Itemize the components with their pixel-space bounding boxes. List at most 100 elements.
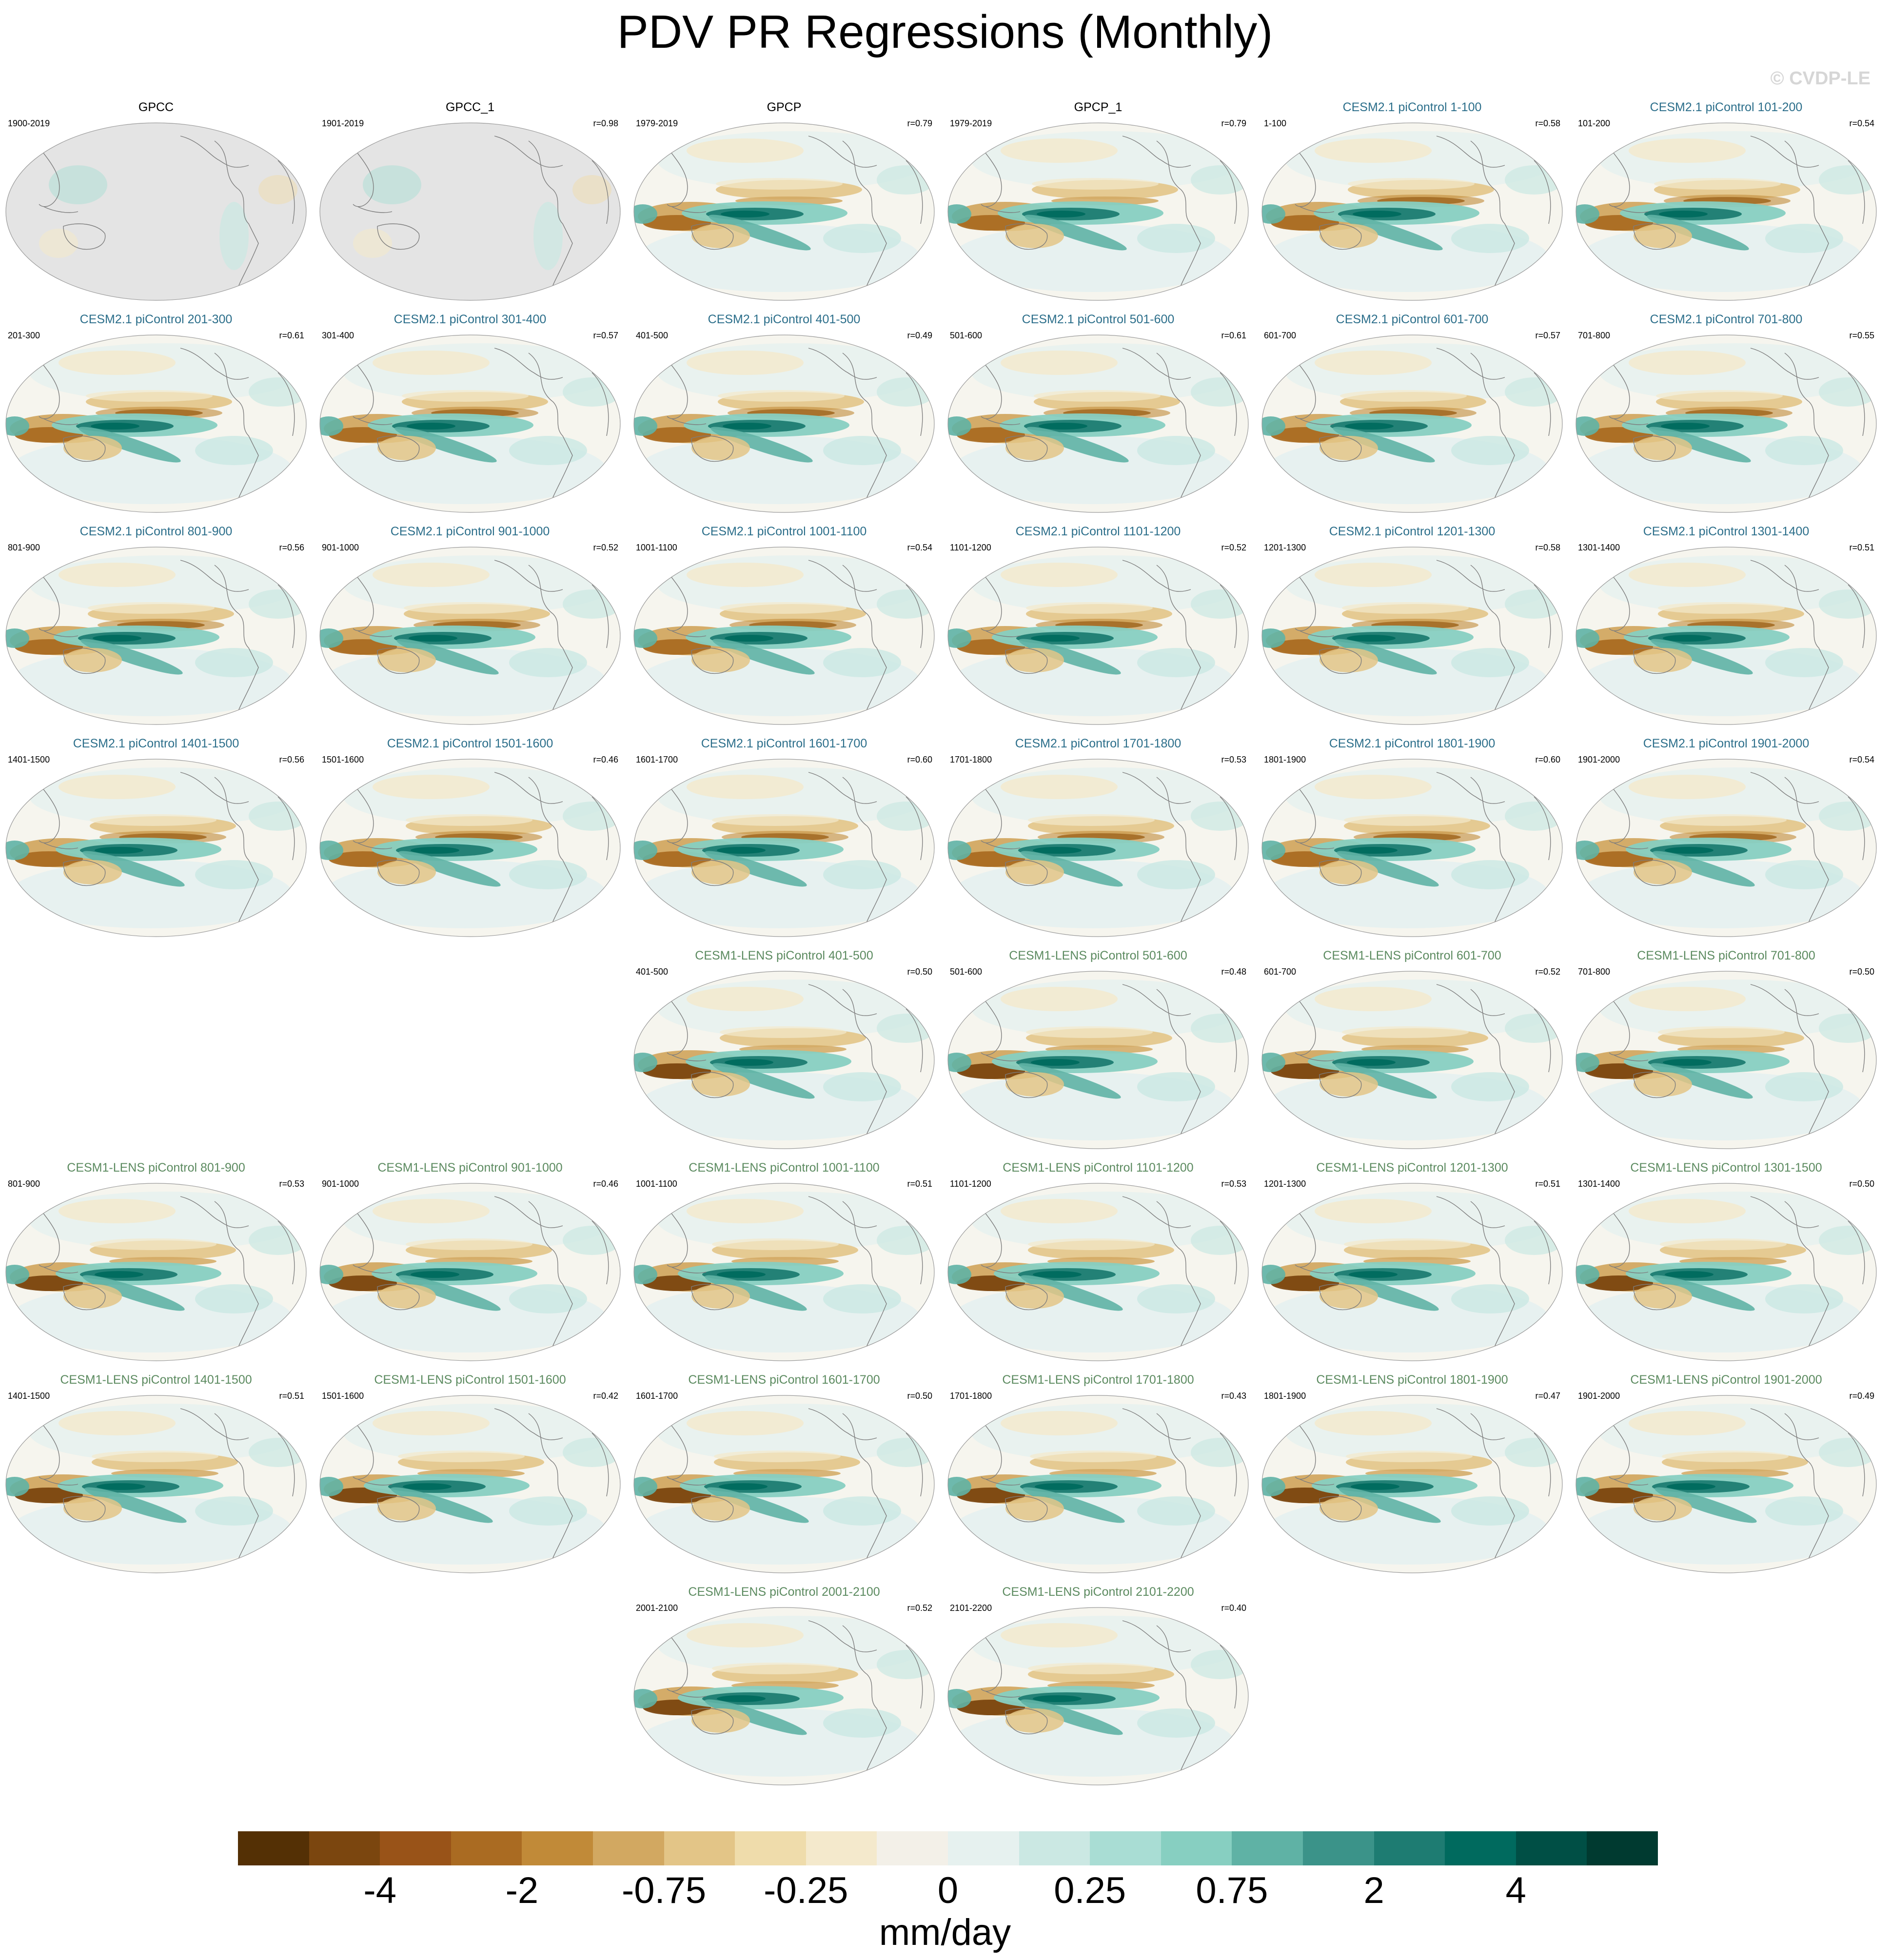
east-south-wet xyxy=(823,1072,901,1101)
coast-north-america xyxy=(1750,348,1819,380)
coast-americas xyxy=(214,777,259,929)
map-outline xyxy=(1261,759,1563,937)
panel-title: CESM2.1 piControl 1601-1700 xyxy=(701,737,867,750)
atlantic-wet xyxy=(1191,1226,1248,1255)
coast-asia xyxy=(34,353,60,419)
map-panel: CESM2.1 piControl 1901-2000 1901-2000 r=0.… xyxy=(1570,736,1882,941)
australia-dry xyxy=(1005,860,1064,884)
wet-tongue-peak xyxy=(1033,847,1082,854)
map-panel: CESM1-LENS piControl 501-600 501-600 r=0.4… xyxy=(942,948,1254,1153)
map-outline xyxy=(1575,1395,1877,1573)
map xyxy=(947,971,1249,1149)
coast-indonesia xyxy=(1614,1267,1649,1274)
map-outline xyxy=(947,547,1249,725)
coast-atlantic xyxy=(277,796,295,861)
panel-correlation: r=0.79 xyxy=(907,118,932,128)
panel-title: CESM2.1 piControl 1801-1900 xyxy=(1329,737,1496,750)
dry-band-north-edge xyxy=(718,390,845,402)
colorbar-swatch xyxy=(1516,1831,1587,1865)
colorbar-swatch xyxy=(948,1831,1020,1865)
wash-north-dry xyxy=(687,351,804,375)
map xyxy=(633,334,935,513)
indian-wet xyxy=(634,1477,657,1496)
colorbar-swatch xyxy=(522,1831,593,1865)
map-outline xyxy=(633,547,935,725)
coast-indonesia xyxy=(357,1479,393,1486)
map xyxy=(1575,334,1877,513)
spcz-wet xyxy=(1653,851,1755,887)
spcz-wet xyxy=(712,639,815,675)
panel-correlation: r=0.56 xyxy=(279,543,304,552)
coast-australia xyxy=(63,1284,106,1311)
coast-north-america xyxy=(494,772,563,804)
coast-australia xyxy=(1005,435,1048,462)
map-outline xyxy=(1261,334,1563,513)
coast-north-america xyxy=(1436,136,1505,168)
spcz-wet xyxy=(391,1487,493,1523)
map-panel: CESM1-LENS piControl 1501-1600 1501-1600 r… xyxy=(314,1372,626,1577)
australia-dry xyxy=(377,648,436,672)
map-outline xyxy=(1575,971,1877,1149)
indian-wet xyxy=(320,416,343,436)
wet-tongue-peak xyxy=(1033,1695,1082,1702)
panel-period: 801-900 xyxy=(8,543,40,552)
indian-wet xyxy=(1262,1477,1285,1496)
coast-australia xyxy=(63,647,106,674)
panel-title: CESM1-LENS piControl 901-1000 xyxy=(377,1161,563,1175)
coast-indonesia xyxy=(1299,418,1335,425)
coast-north-america xyxy=(494,1196,563,1228)
atlantic-wet xyxy=(249,377,306,407)
panel-title: CESM1-LENS piControl 1401-1500 xyxy=(60,1373,252,1387)
coast-americas xyxy=(1470,777,1515,929)
map xyxy=(319,759,621,937)
panel-title: CESM1-LENS piControl 2001-2100 xyxy=(688,1585,880,1599)
panel-title: CESM2.1 piControl 1201-1300 xyxy=(1329,525,1496,538)
coast-atlantic xyxy=(591,1220,609,1285)
coast-indonesia xyxy=(671,1479,707,1486)
coast-indonesia xyxy=(1614,1055,1649,1061)
spcz-wet xyxy=(705,1699,807,1735)
land-anomaly xyxy=(533,202,563,270)
map-panel: CESM1-LENS piControl 2001-2100 2001-2100 r… xyxy=(628,1585,940,1789)
wet-tongue-peak xyxy=(717,847,766,854)
coast-americas xyxy=(842,1625,887,1777)
east-south-wet xyxy=(509,1284,587,1313)
map xyxy=(633,1183,935,1361)
map-outline xyxy=(633,1395,935,1573)
wet-tongue-peak xyxy=(91,423,139,430)
dry-band-north-edge xyxy=(406,1238,532,1250)
coast-atlantic xyxy=(1220,372,1237,436)
panel-correlation: r=0.61 xyxy=(279,331,304,340)
coast-australia xyxy=(1005,647,1048,674)
panel-period: 1401-1500 xyxy=(8,1391,50,1401)
east-south-wet xyxy=(1451,1496,1529,1526)
panel-correlation: r=0.46 xyxy=(593,755,618,764)
panel-period: 701-800 xyxy=(1578,967,1611,977)
wash-north-dry xyxy=(1629,563,1746,587)
australia-dry xyxy=(63,436,122,460)
map-outline xyxy=(633,334,935,513)
wet-tongue-peak xyxy=(411,1271,459,1278)
atlantic-wet xyxy=(1819,165,1876,195)
wash-north-dry xyxy=(1629,138,1746,163)
maritime-dry-core xyxy=(1585,1488,1653,1503)
wash-north-dry xyxy=(1001,775,1118,799)
coast-indonesia xyxy=(985,630,1021,637)
coast-atlantic xyxy=(1220,796,1237,861)
coast-americas xyxy=(1156,1201,1201,1353)
panel-title: CESM1-LENS piControl 501-600 xyxy=(1009,949,1187,962)
coast-americas xyxy=(1156,140,1201,293)
panel-period: 1601-1700 xyxy=(636,1391,678,1401)
map xyxy=(633,1395,935,1573)
map-panel: CESM2.1 piControl 1001-1100 1001-1100 r=0.… xyxy=(628,524,940,729)
australia-dry xyxy=(1634,436,1692,460)
coast-indonesia xyxy=(985,843,1021,849)
maritime-dry-core xyxy=(1271,1488,1339,1503)
wash-north-dry xyxy=(1629,775,1746,799)
panel-period: 901-1000 xyxy=(322,543,359,552)
coast-asia xyxy=(1290,777,1316,843)
wash-north-dry xyxy=(1001,1411,1118,1435)
wash-north-dry xyxy=(59,1411,176,1435)
panel-correlation: r=0.54 xyxy=(907,543,932,552)
coast-australia xyxy=(1319,1284,1362,1311)
